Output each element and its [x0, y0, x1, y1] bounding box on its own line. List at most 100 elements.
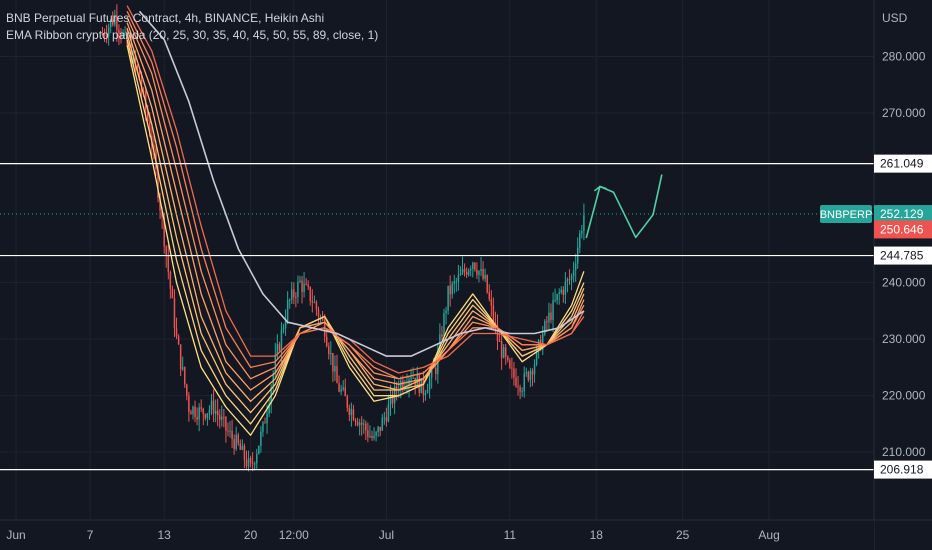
candle-body [521, 391, 523, 393]
candle-body [132, 55, 135, 65]
level-tag [874, 246, 932, 265]
candle-body [295, 296, 297, 298]
candle-body [177, 336, 180, 345]
candle-body [583, 215, 585, 232]
candle-body [161, 210, 163, 218]
candle-body [307, 284, 309, 287]
candle-body [461, 268, 464, 274]
candle-body [504, 347, 507, 357]
y-tick-label: 210.000 [882, 445, 926, 459]
candle-body [552, 300, 554, 321]
candle-body [198, 407, 200, 420]
candle-body [165, 246, 167, 256]
candle-body [258, 445, 260, 454]
candle-body [387, 404, 390, 422]
candle-body [408, 379, 410, 386]
candle-body [266, 413, 268, 424]
y-tick-label: 220.000 [882, 389, 926, 403]
candle-body [480, 268, 482, 272]
candle-body [490, 298, 493, 306]
candle-body [118, 29, 120, 34]
candle-body [515, 377, 517, 387]
candle-body [476, 269, 478, 275]
candle-body [511, 367, 513, 369]
candle-body [286, 299, 289, 321]
ema-line [126, 33, 585, 414]
candle-body [422, 378, 425, 395]
candle-body [379, 426, 381, 431]
candle-body [381, 417, 384, 431]
candle-body [395, 386, 398, 391]
candle-body [328, 346, 330, 355]
candle-body [340, 389, 342, 392]
candle-body [523, 373, 525, 392]
candle-body [531, 371, 534, 375]
candle-body [579, 233, 581, 248]
candle-body [492, 305, 495, 323]
candle-body [202, 408, 205, 415]
candle-body [574, 263, 577, 271]
candle-body [142, 91, 145, 93]
candle-body [120, 33, 122, 37]
candle-body [184, 367, 186, 385]
price-axis[interactable] [874, 0, 932, 550]
candle-body [290, 289, 293, 300]
annotation-scribble[interactable] [585, 174, 663, 239]
annotation-arrowhead[interactable] [594, 185, 607, 192]
candle-body [330, 353, 332, 355]
candle-body [196, 416, 198, 420]
candle-body [445, 310, 447, 314]
symbol-tag-label: BNBPERP [820, 209, 873, 221]
candle-body [276, 344, 279, 355]
candle-body [251, 463, 254, 465]
candle-body [441, 334, 443, 337]
x-tick-label: 18 [590, 528, 604, 542]
symbol-tag [820, 205, 872, 224]
candle-body [360, 422, 363, 425]
time-axis[interactable] [0, 520, 874, 550]
candle-body [363, 423, 365, 425]
candle-body [223, 416, 225, 418]
candle-body [171, 288, 174, 299]
candle-body [566, 279, 569, 282]
candle-body [459, 273, 462, 276]
candle-body [317, 309, 320, 318]
candle-body [116, 15, 118, 30]
candle-body [533, 364, 536, 375]
candle-body [449, 285, 451, 295]
candle-body [426, 389, 429, 394]
candle-body [146, 110, 149, 122]
candle-body [453, 281, 456, 284]
ema-line [126, 11, 585, 380]
candle-body [377, 426, 379, 433]
candle-body [175, 328, 178, 337]
candle-body [173, 298, 176, 329]
candle-body [101, 33, 104, 35]
candle-body [301, 280, 303, 292]
candle-body [243, 445, 246, 460]
candle-body [194, 406, 196, 417]
y-tick-label: 230.000 [882, 332, 926, 346]
candle-body [502, 347, 505, 358]
candle-body [354, 420, 357, 422]
candle-body [124, 31, 126, 33]
candle-body [200, 407, 202, 409]
x-tick-label: Jun [6, 528, 25, 542]
candle-body [465, 271, 468, 275]
x-tick-label: Jul [379, 528, 394, 542]
candle-body [428, 377, 431, 390]
candle-body [159, 197, 161, 211]
candle-body [315, 302, 318, 310]
candle-body [414, 377, 416, 386]
candle-body [229, 430, 231, 432]
candle-body [402, 380, 404, 388]
candle-body [237, 434, 240, 444]
candle-body [111, 19, 114, 25]
candle-body [472, 262, 474, 269]
y-tick-label: 270.000 [882, 106, 926, 120]
candle-body [107, 27, 110, 36]
candle-body [365, 423, 367, 431]
candle-body [346, 396, 349, 408]
ema-line [126, 5, 585, 374]
